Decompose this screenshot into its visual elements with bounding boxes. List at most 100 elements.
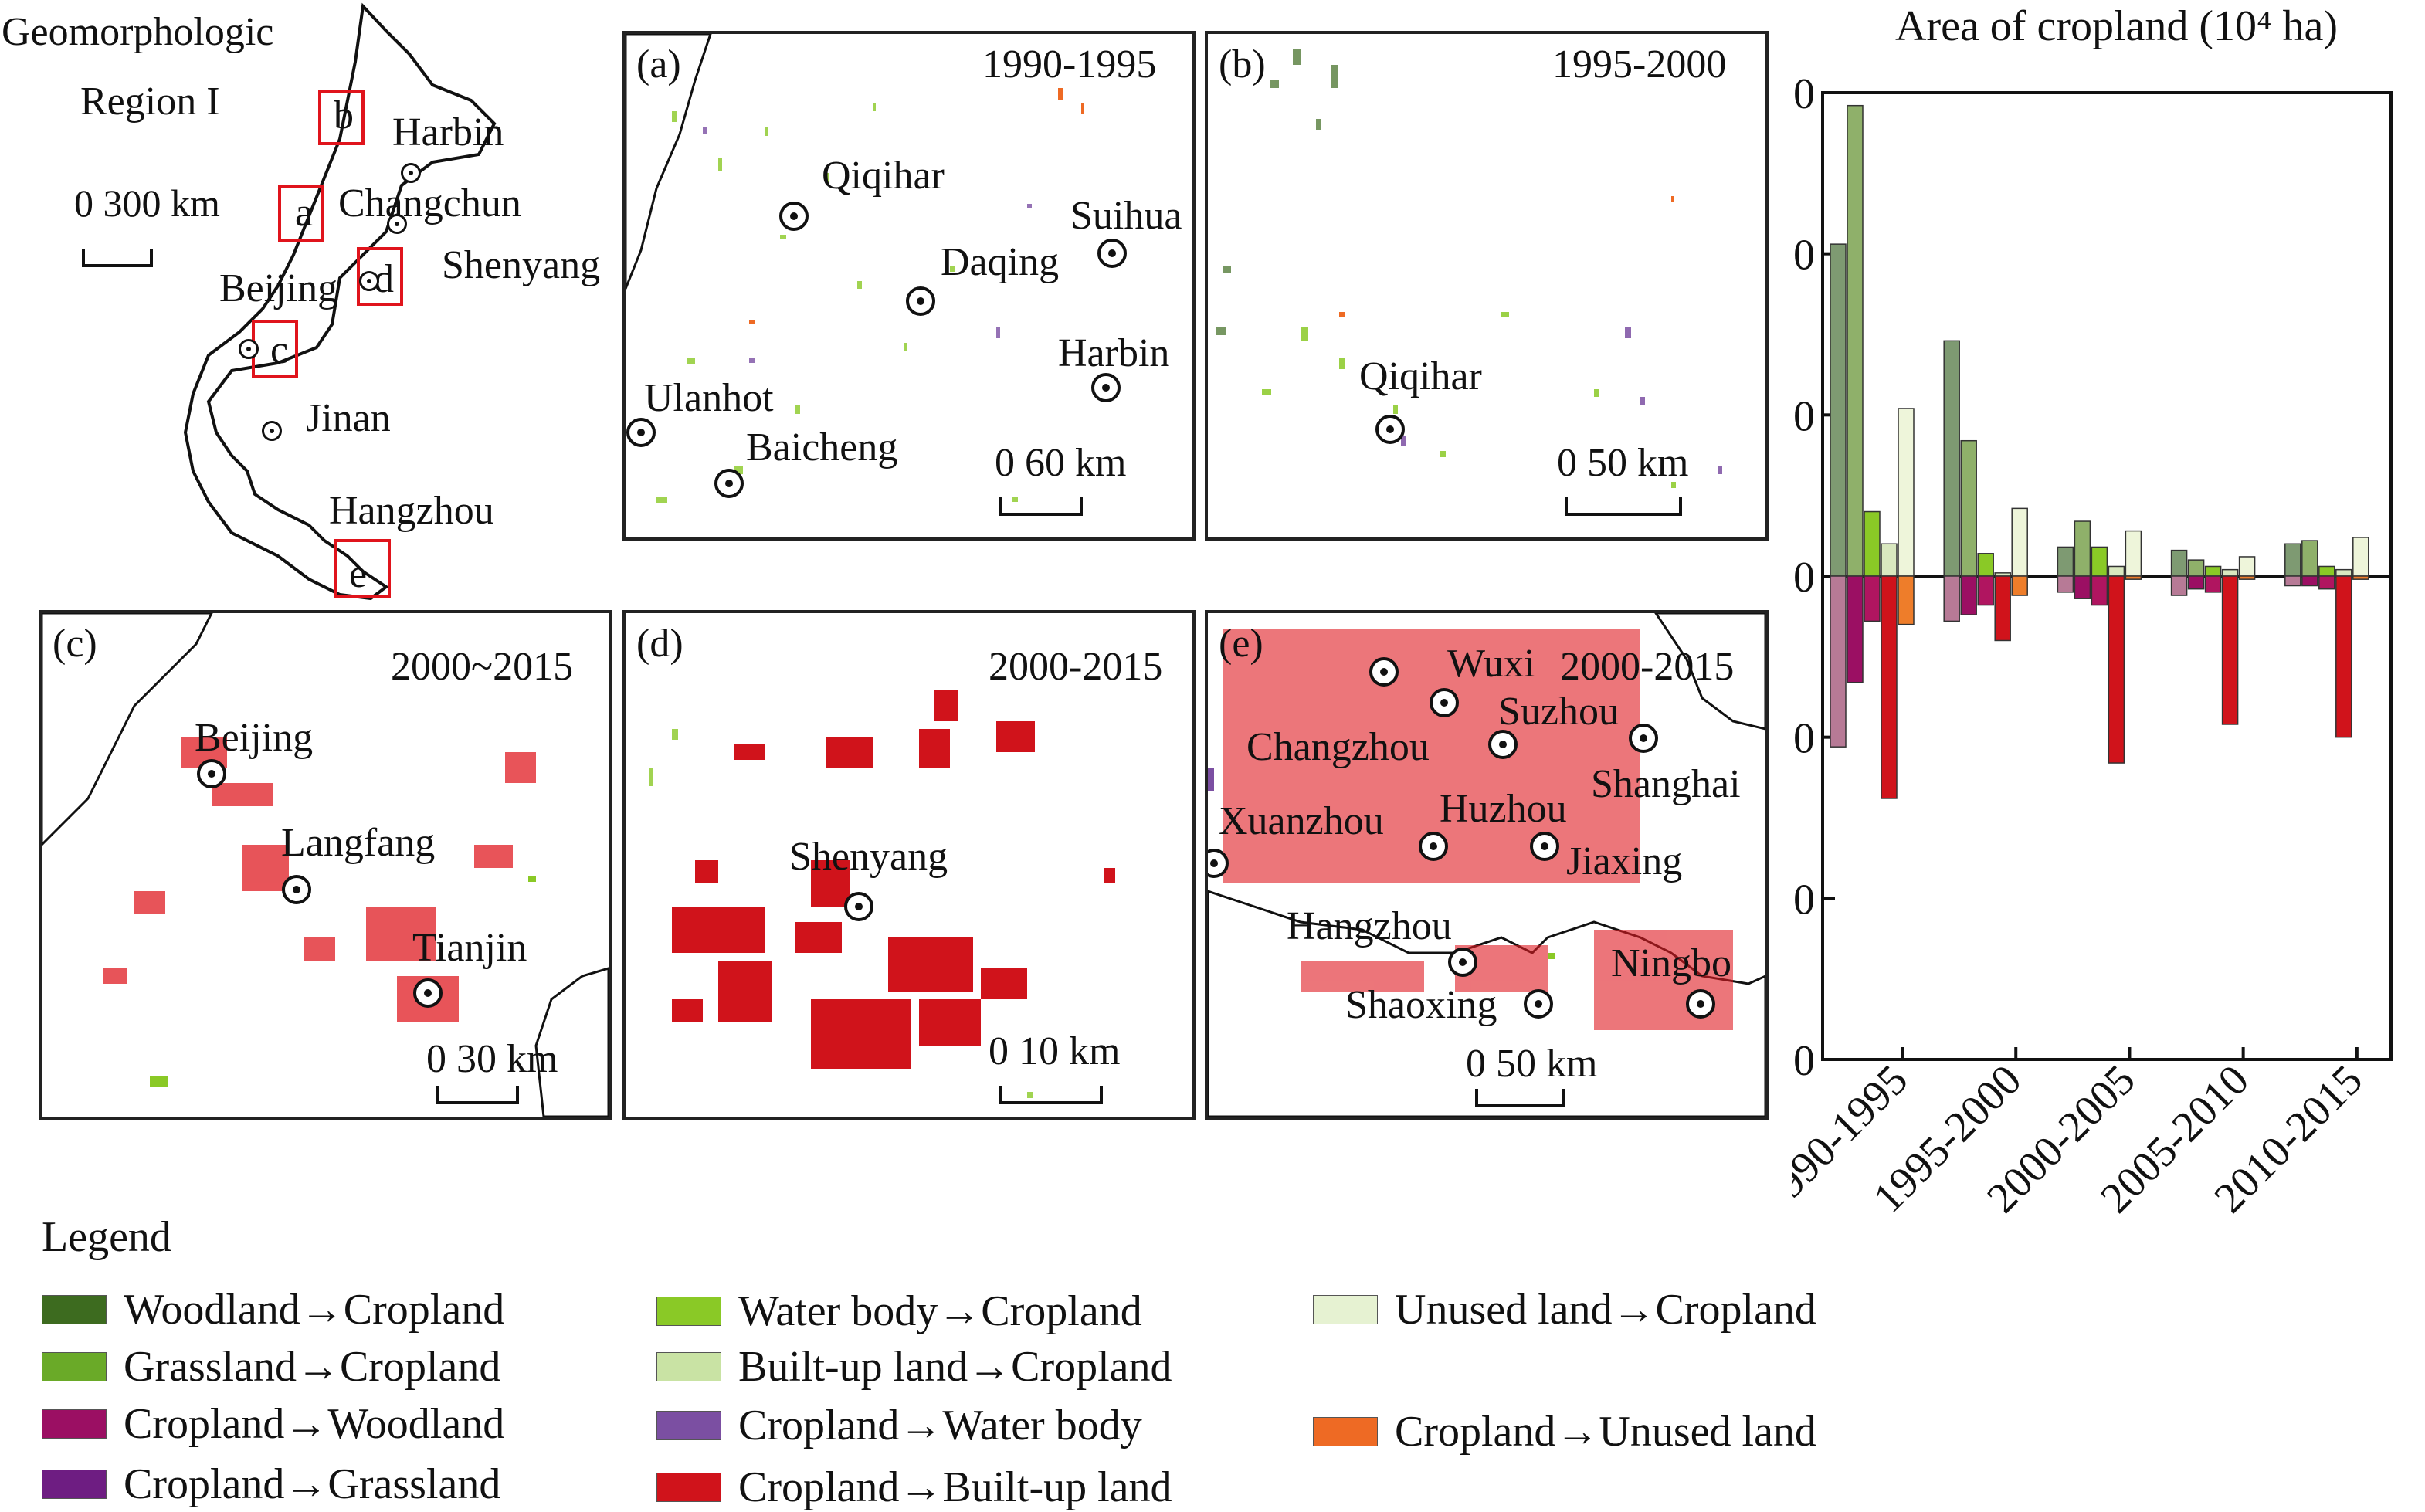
city-label: Baicheng	[746, 425, 898, 470]
legend-item: Grassland→Cropland	[42, 1342, 500, 1392]
box-label-b: b	[334, 93, 354, 137]
panel-scale-bar	[1475, 1089, 1565, 1107]
legend-item: Water body→Cropland	[656, 1287, 1142, 1336]
bar	[2108, 565, 2125, 577]
chart-title: Area of cropland (10⁴ ha)	[1895, 2, 2338, 50]
panel-tag: (d)	[636, 622, 683, 666]
city-marker	[413, 978, 443, 1008]
box-label-a: a	[295, 191, 314, 235]
bar	[1864, 510, 1881, 577]
panel-scale-bar	[999, 497, 1083, 516]
legend-label: Water body→Cropland	[738, 1287, 1142, 1335]
panel-tag: (a)	[636, 42, 681, 86]
panel-period: 2000~2015	[391, 645, 574, 689]
city-label: Shenyang	[442, 243, 601, 287]
city-marker	[1097, 239, 1127, 268]
legend-label: Unused land→Cropland	[1395, 1286, 1816, 1334]
city-label: Suzhou	[1498, 690, 1619, 734]
box-a	[278, 185, 324, 242]
bar	[2057, 546, 2074, 577]
bar	[2091, 546, 2108, 577]
city-label: Shanghai	[1591, 762, 1741, 806]
legend-label: Cropland→Unused land	[1395, 1408, 1816, 1456]
bar	[1881, 543, 1898, 577]
panel-period: 1990-1995	[982, 42, 1157, 86]
city-marker	[1524, 989, 1553, 1019]
legend-item: Cropland→Grassland	[42, 1459, 500, 1509]
bar	[2108, 575, 2125, 764]
city-marker	[282, 875, 311, 904]
map-panel-d: (d) 2000-2015 Shenyang 0 10 km	[622, 610, 1196, 1120]
city-label: Beijing	[195, 716, 314, 760]
bar	[2057, 575, 2074, 593]
box-b	[318, 90, 365, 145]
city-marker	[779, 202, 809, 231]
bar	[1898, 408, 1915, 577]
panel-scale-bar	[436, 1086, 519, 1104]
city-marker	[1629, 724, 1658, 753]
y-tick-label: 100	[1792, 876, 1815, 924]
bar	[2352, 537, 2369, 577]
bar	[2238, 575, 2256, 580]
city-label: Qiqihar	[822, 154, 945, 198]
legend-item: Cropland→Built-up land	[656, 1463, 1172, 1512]
city-marker	[1448, 948, 1477, 977]
bar	[2074, 520, 2091, 577]
city-label: Harbin	[392, 110, 504, 154]
legend-swatch	[1313, 1417, 1378, 1446]
bar	[1960, 575, 1977, 615]
city-marker	[239, 339, 259, 359]
bar	[1943, 575, 1960, 622]
city-label: Beijing	[219, 266, 338, 310]
bar	[1943, 340, 1960, 577]
bar	[2284, 575, 2301, 587]
bar	[2187, 575, 2205, 590]
bar	[2204, 565, 2222, 577]
city-label: Shaoxing	[1345, 983, 1497, 1027]
bar	[2170, 575, 2188, 596]
panel-scale-label: 0 10 km	[989, 1029, 1121, 1073]
bar	[2335, 568, 2352, 577]
bar	[2301, 575, 2318, 587]
bar	[1994, 575, 2011, 642]
legend-swatch	[42, 1409, 107, 1439]
legend-label: Cropland→Woodland	[124, 1400, 505, 1448]
legend-label: Woodland→Cropland	[124, 1286, 505, 1334]
bar	[2074, 575, 2091, 599]
bar	[1977, 553, 1994, 577]
bar	[1847, 575, 1864, 683]
legend-swatch	[42, 1352, 107, 1381]
bar-chart-svg: Area of cropland (10⁴ ha) 150 100 50 0 50 100 1…	[1750, 2, 2393, 1222]
panel-period: 1995-2000	[1552, 42, 1727, 86]
bar	[1830, 243, 1847, 577]
city-marker	[714, 469, 744, 498]
legend-swatch	[656, 1297, 721, 1326]
city-label: Ningbo	[1611, 941, 1731, 985]
panel-scale-label: 0 30 km	[426, 1037, 558, 1081]
legend-item: Cropland→Water body	[656, 1401, 1142, 1450]
city-label: Wuxi	[1447, 642, 1535, 686]
legend-label: Cropland→Built-up land	[738, 1463, 1172, 1511]
bar	[2125, 575, 2142, 580]
bar	[1977, 575, 1994, 606]
city-marker	[626, 418, 656, 447]
bar	[1960, 439, 1977, 577]
city-marker	[906, 286, 935, 316]
city-label: Hangzhou	[329, 489, 494, 533]
legend-label: Cropland→Water body	[738, 1402, 1142, 1449]
legend-swatch	[42, 1470, 107, 1499]
city-label: Langfang	[281, 821, 436, 865]
city-marker	[1091, 373, 1121, 402]
overview-map: Geomorphologic Region I 0 300 km b a d c…	[0, 0, 618, 610]
bar	[1830, 575, 1847, 748]
panel-tag: (b)	[1219, 42, 1266, 86]
city-label: Ulanhot	[644, 376, 774, 420]
bar	[2204, 575, 2222, 593]
bar	[1881, 575, 1898, 799]
bar	[2221, 575, 2239, 725]
city-marker	[1530, 832, 1559, 861]
city-marker	[1369, 657, 1399, 687]
legend-label: Cropland→Grassland	[124, 1460, 501, 1508]
city-marker	[1375, 415, 1405, 444]
city-marker	[401, 163, 421, 183]
